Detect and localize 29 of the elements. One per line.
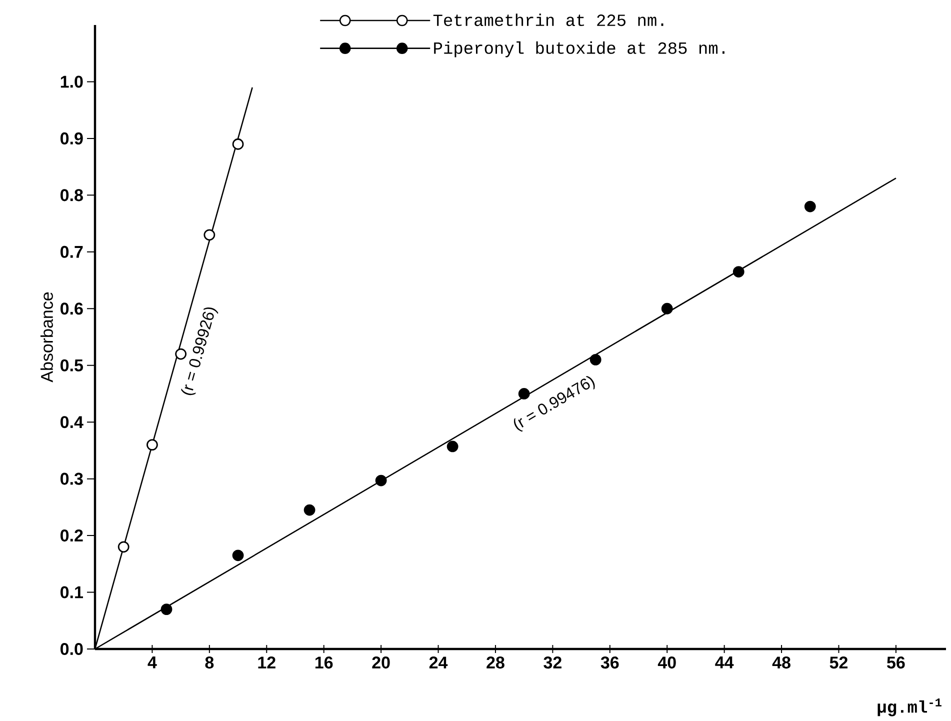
y-tick-label: 0.9 <box>60 132 83 144</box>
y-tick-label: 0.4 <box>60 416 84 428</box>
x-tick-label: 48 <box>772 656 790 669</box>
x-tick-label: 28 <box>486 656 504 669</box>
x-tick-label: 40 <box>658 656 676 669</box>
x-tick-label: 36 <box>600 656 619 669</box>
legend-label: Tetramethrin at 225 nm. <box>433 14 664 26</box>
y-tick-label: 0.3 <box>60 472 83 485</box>
y-tick-label: 0.8 <box>60 189 83 202</box>
y-tick-label: 1.0 <box>60 76 83 88</box>
x-tick-label: 12 <box>258 656 276 668</box>
x-axis-title: µg.ml$^{-1}$ <box>878 698 942 716</box>
x-tick-label: 20 <box>372 656 390 669</box>
y-tick-label: 0.1 <box>60 586 83 598</box>
x-tick-label: 24 <box>429 656 448 668</box>
y-tick-label: 0.2 <box>60 530 83 542</box>
x-tick-label: 44 <box>715 656 734 668</box>
x-tick-label: 16 <box>315 656 333 669</box>
y-tick-label: 0.5 <box>60 359 83 372</box>
x-tick-label: 56 <box>887 656 905 669</box>
y-tick-label: 0.6 <box>60 302 83 315</box>
x-tick-label: 4 <box>148 656 157 668</box>
legend-label: Piperonyl butoxide at 285 nm. <box>434 41 724 58</box>
x-tick-label: 8 <box>205 656 214 669</box>
x-tick-label: 32 <box>544 656 562 669</box>
y-tick-label: 0.7 <box>60 246 83 258</box>
y-axis-title: Absorbance <box>40 292 53 382</box>
y-tick-label: 0.0 <box>60 642 83 656</box>
x-tick-label: 52 <box>830 656 848 669</box>
